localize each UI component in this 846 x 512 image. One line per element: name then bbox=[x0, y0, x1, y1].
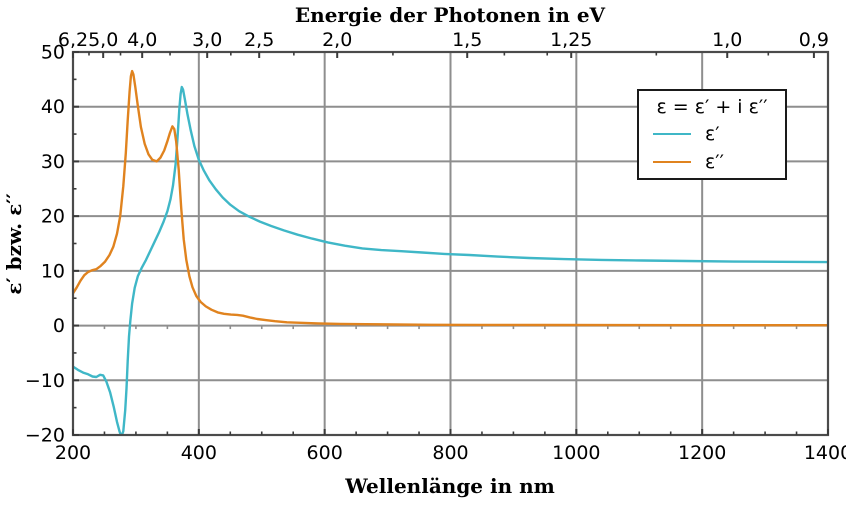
energy-tick-label: 2,0 bbox=[322, 29, 352, 51]
y-tick-label: 40 bbox=[41, 96, 65, 118]
energy-tick-label: 1,5 bbox=[452, 29, 482, 51]
y-axis-title: ε′ bzw. ε′′ bbox=[2, 193, 26, 295]
y-tick-label: −20 bbox=[25, 425, 65, 447]
legend-entry-eps-imag: ε′′ bbox=[645, 148, 779, 176]
tick-layer bbox=[71, 51, 829, 436]
energy-tick-label: 4,0 bbox=[127, 29, 157, 51]
eps-real-curve bbox=[73, 85, 828, 435]
eps-imag-line-swatch bbox=[653, 161, 691, 163]
energy-tick-label: 1,0 bbox=[712, 29, 742, 51]
energy-tick-label: 6,2 bbox=[58, 29, 88, 51]
energy-tick-label: 3,0 bbox=[192, 29, 222, 51]
y-tick-label: −10 bbox=[25, 370, 65, 392]
eps-imag-curve bbox=[73, 69, 828, 327]
legend-title: ε = ε′ + i ε′′ bbox=[656, 96, 768, 118]
x-tick-label: 1200 bbox=[678, 442, 726, 464]
x-tick-label: 400 bbox=[181, 442, 217, 464]
y-tick-label: 50 bbox=[41, 42, 65, 64]
legend-label-eps-imag: ε′′ bbox=[705, 150, 724, 173]
legend: ε = ε′ + i ε′′ ε′ ε′′ bbox=[637, 89, 787, 180]
y-tick-label: 30 bbox=[41, 151, 65, 173]
x-axis-title: Wellenlänge in nm bbox=[344, 474, 555, 498]
x-tick-label: 800 bbox=[432, 442, 468, 464]
y-tick-label: 20 bbox=[41, 206, 65, 228]
tick-label-layer: 200 400 600 800 1000 1200 1400 50 40 30 20 10 0 −10 −2… bbox=[25, 29, 846, 464]
curve-layer bbox=[73, 69, 828, 435]
eps-real-line-swatch bbox=[653, 133, 691, 135]
legend-label-eps-real: ε′ bbox=[705, 122, 720, 145]
x-tick-label: 600 bbox=[307, 442, 343, 464]
x-tick-label: 1400 bbox=[804, 442, 846, 464]
energy-tick-label: 0,9 bbox=[799, 29, 829, 51]
y-tick-label: 0 bbox=[53, 315, 65, 337]
energy-tick-label: 2,5 bbox=[244, 29, 274, 51]
x-tick-label: 200 bbox=[55, 442, 91, 464]
x-tick-label: 1000 bbox=[552, 442, 600, 464]
y-tick-label: 10 bbox=[41, 260, 65, 282]
top-axis-title: Energie der Photonen in eV bbox=[295, 3, 606, 27]
energy-tick-label: 5,0 bbox=[88, 29, 118, 51]
energy-tick-label: 1,25 bbox=[550, 29, 592, 51]
legend-entry-eps-real: ε′ bbox=[645, 120, 779, 148]
